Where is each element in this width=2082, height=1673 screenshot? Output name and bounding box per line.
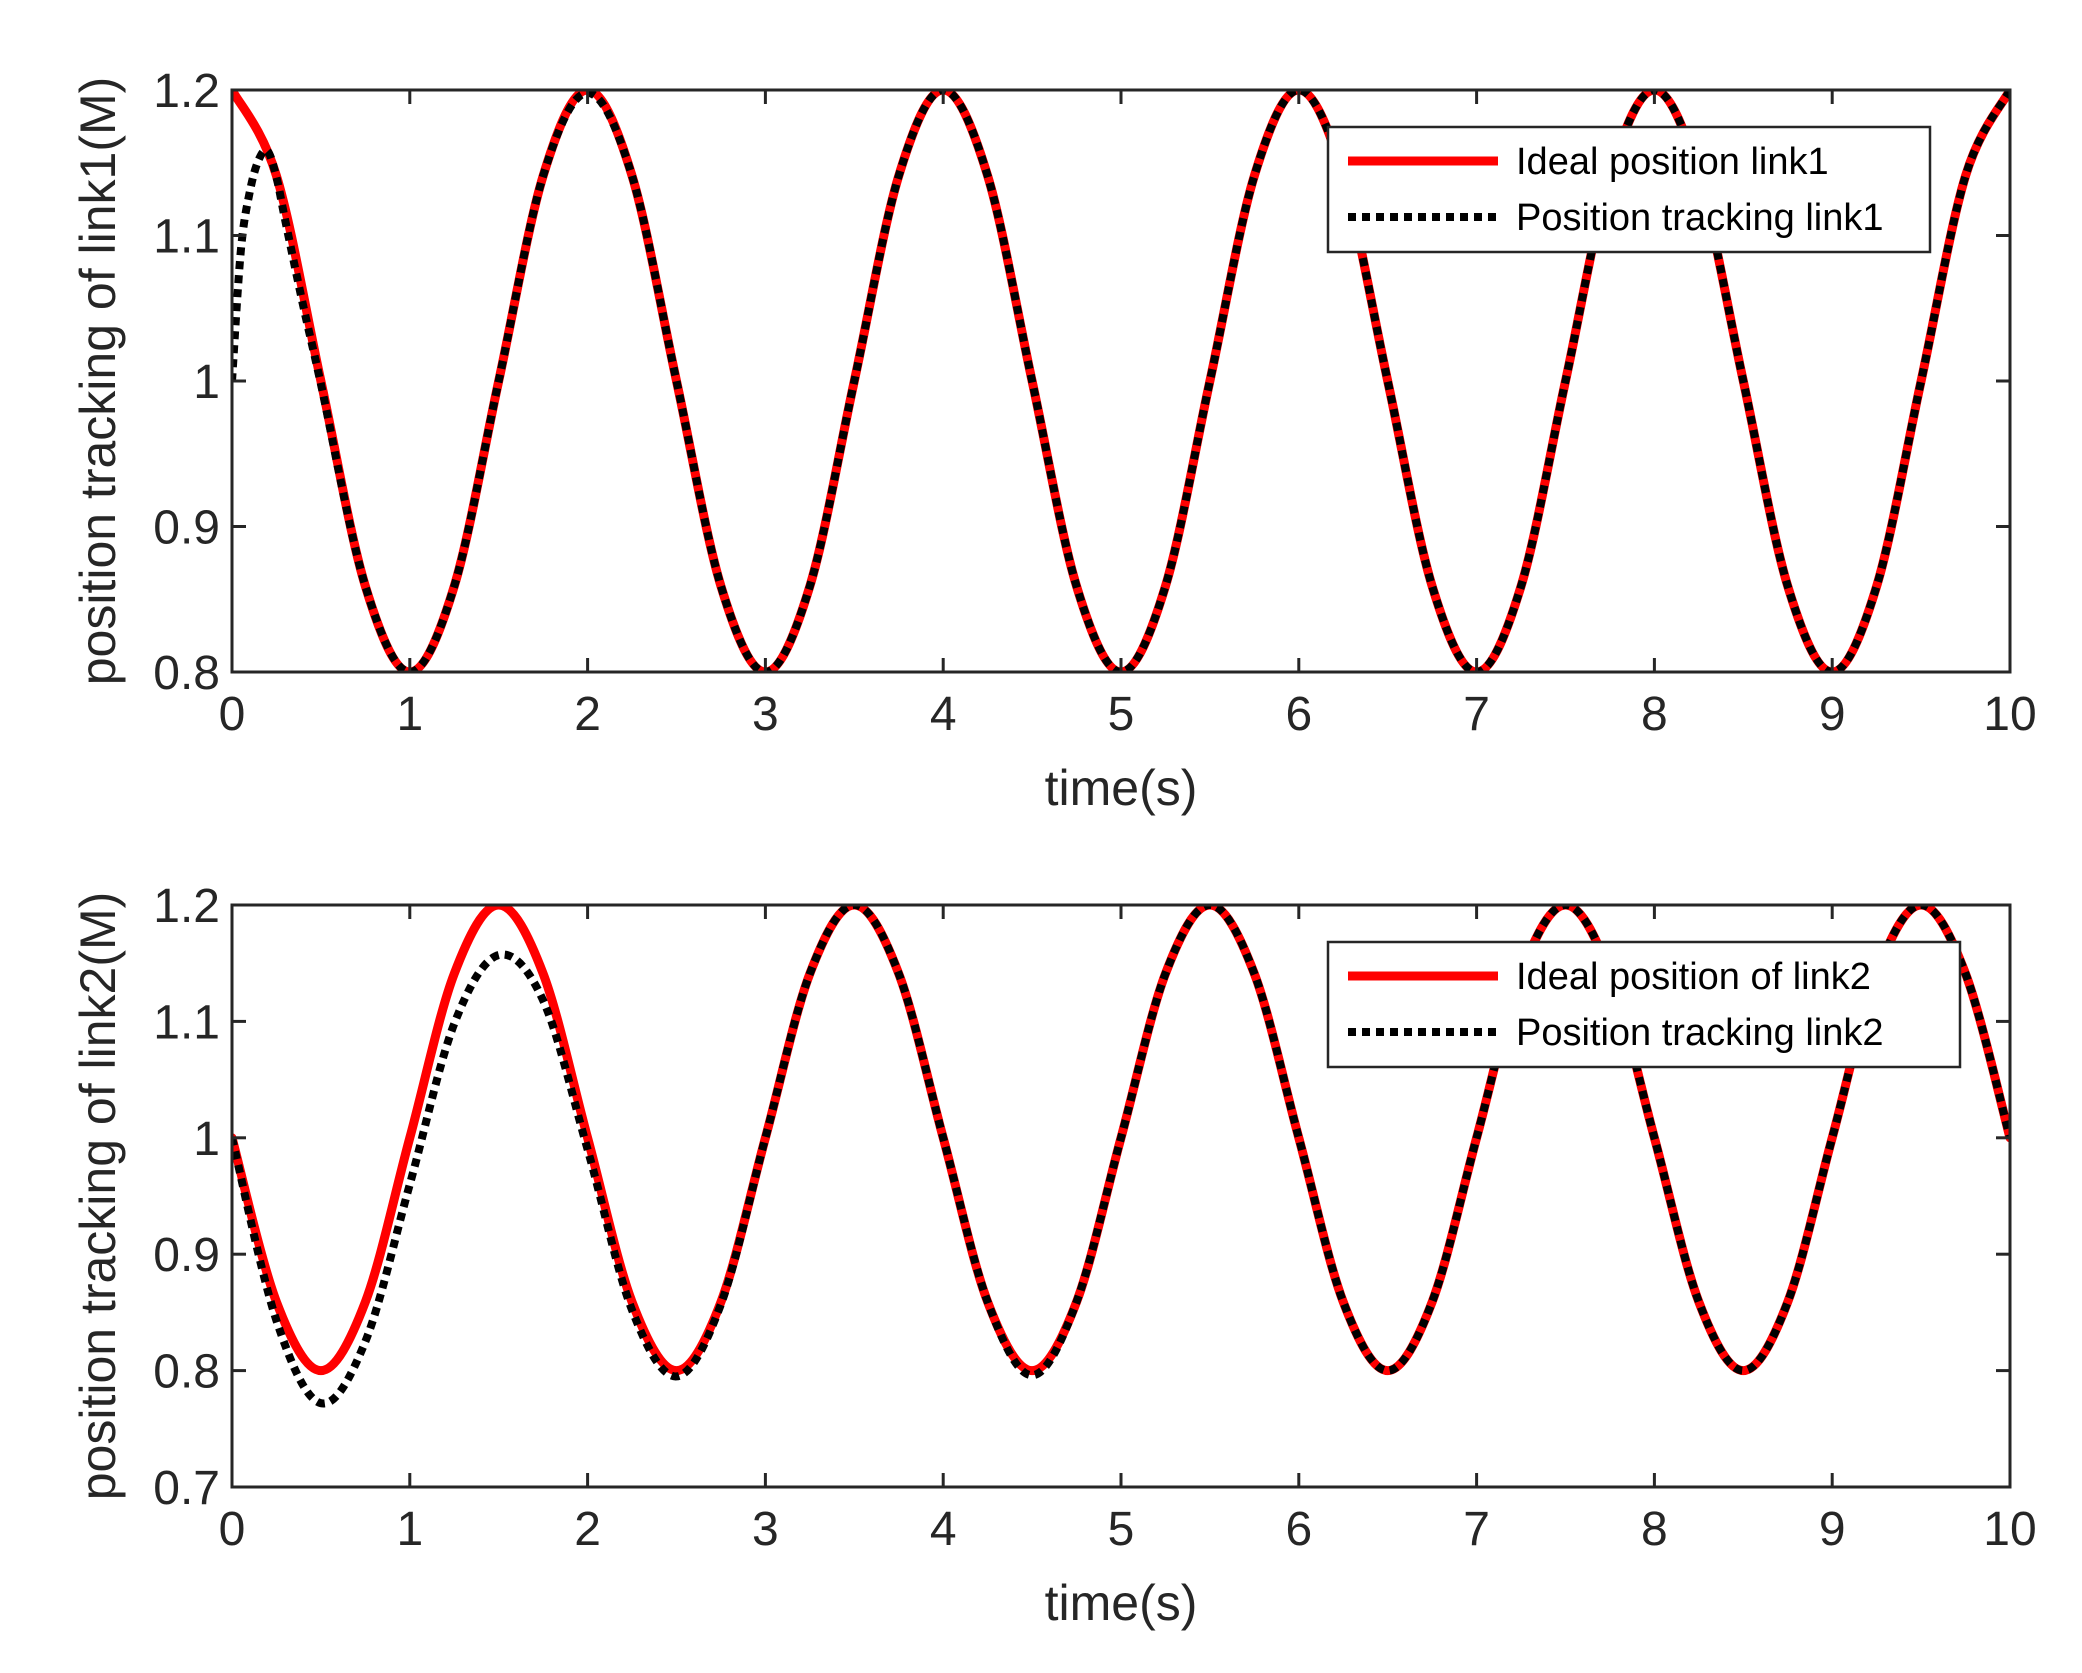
y-tick-label: 1.2 (153, 65, 220, 118)
y-tick-label: 0.8 (153, 647, 220, 700)
x-tick-label: 3 (752, 688, 779, 741)
legend-box (1326, 940, 1962, 1069)
y-tick-label: 0.9 (153, 1229, 220, 1282)
series-line-tracking (232, 905, 2010, 1408)
x-tick-label: 1 (396, 688, 423, 741)
y-tick-label: 1 (193, 356, 220, 409)
x-tick-label: 7 (1463, 688, 1490, 741)
y-tick-label: 0.9 (153, 502, 220, 555)
x-tick-label: 6 (1285, 1503, 1312, 1556)
y-tick-label: 1.1 (153, 211, 220, 264)
x-tick-label: 0 (219, 688, 246, 741)
x-axis-label: time(s) (1045, 760, 1198, 816)
legend-label-ideal: Ideal position of link2 (1516, 956, 1871, 998)
y-tick-label: 0.8 (153, 1346, 220, 1399)
legend-label-ideal: Ideal position link1 (1516, 141, 1829, 183)
series-layer (232, 905, 2010, 1408)
y-tick-label: 1.1 (153, 996, 220, 1049)
x-tick-label: 8 (1641, 688, 1668, 741)
x-tick-label: 0 (219, 1503, 246, 1556)
y-axis-label: position tracking of link2(M) (70, 892, 126, 1501)
chart-2: 0 1 2 3 4 5 6 7 8 9 10 0.7 0.8 0.9 1 1.1 1.2 time(s) pos… (70, 880, 2037, 1631)
x-tick-label: 4 (930, 1503, 957, 1556)
y-tick-label: 1.2 (153, 880, 220, 933)
x-tick-label: 10 (1983, 688, 2036, 741)
chart-1: 0 1 2 3 4 5 6 7 8 9 10 0.8 0.9 1 1.1 1.2 time(s) positi… (70, 65, 2037, 816)
x-tick-label: 4 (930, 688, 957, 741)
x-axis-label: time(s) (1045, 1575, 1198, 1631)
x-tick-label: 8 (1641, 1503, 1668, 1556)
x-tick-label: 6 (1285, 688, 1312, 741)
legend-box (1326, 125, 1932, 254)
ticks-layer: 0 1 2 3 4 5 6 7 8 9 10 0.8 0.9 1 1.1 1.2 (153, 65, 2036, 741)
x-tick-label: 10 (1983, 1503, 2036, 1556)
ticks-layer: 0 1 2 3 4 5 6 7 8 9 10 0.7 0.8 0.9 1 1.1 1.2 (153, 880, 2036, 1556)
legend-label-tracking: Position tracking link1 (1516, 197, 1884, 239)
x-tick-label: 3 (752, 1503, 779, 1556)
x-tick-label: 2 (574, 688, 601, 741)
y-tick-label: 1 (193, 1113, 220, 1166)
x-tick-label: 1 (396, 1503, 423, 1556)
x-tick-label: 5 (1108, 688, 1135, 741)
legend-label-tracking: Position tracking link2 (1516, 1012, 1884, 1054)
x-tick-label: 9 (1819, 1503, 1846, 1556)
x-tick-label: 9 (1819, 688, 1846, 741)
legend: Ideal position of link2 Position trackin… (1326, 940, 1962, 1069)
x-tick-label: 5 (1108, 1503, 1135, 1556)
y-tick-label: 0.7 (153, 1462, 220, 1515)
x-tick-label: 2 (574, 1503, 601, 1556)
x-tick-label: 7 (1463, 1503, 1490, 1556)
legend: Ideal position link1 Position tracking l… (1326, 125, 1932, 254)
y-axis-label: position tracking of link1(M) (70, 77, 126, 686)
